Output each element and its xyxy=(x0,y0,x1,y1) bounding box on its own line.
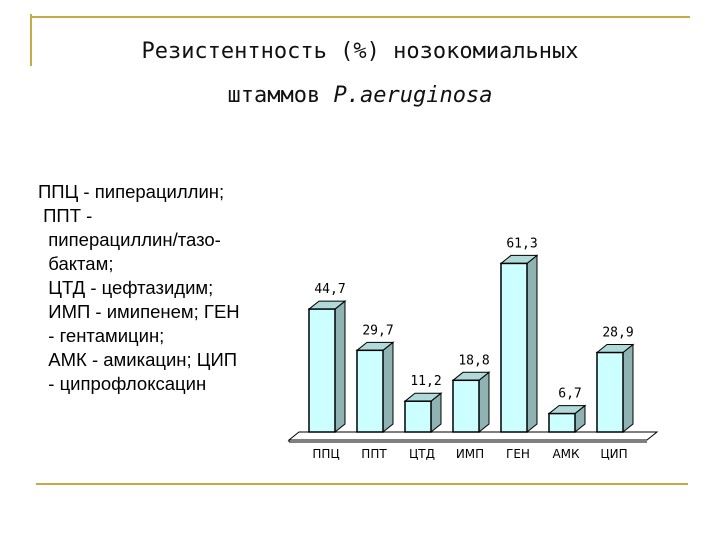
bar xyxy=(356,349,384,433)
legend-line: АМК - амикацин; ЦИП xyxy=(38,349,238,370)
legend-line: ЦТД - цефтазидим; xyxy=(38,277,214,298)
legend-line: ППЦ - пиперациллин; xyxy=(38,181,225,202)
x-tick-label: ЦИП xyxy=(600,447,627,461)
x-tick-label: ППТ xyxy=(361,447,387,461)
bar xyxy=(452,379,480,433)
bar xyxy=(500,262,528,433)
bar xyxy=(596,351,624,433)
x-tick-label: ИМП xyxy=(456,447,484,461)
frame-bottom-rule xyxy=(36,483,688,485)
frame-top-rule xyxy=(30,16,690,18)
legend-line: - ципрофлоксацин xyxy=(38,373,207,394)
x-tick-label: АМК xyxy=(552,447,580,461)
data-label: 11,2 xyxy=(410,374,441,389)
data-label: 61,3 xyxy=(506,236,537,251)
x-tick-label: ППЦ xyxy=(312,447,339,461)
bar-side xyxy=(526,254,538,434)
title-line-2: штаммов P.aeruginosa xyxy=(60,74,660,118)
slide-title: Резистентность (%) нозокомиальных штаммо… xyxy=(60,30,660,118)
abbreviation-legend: ППЦ - пиперациллин; ППТ - пиперациллин/т… xyxy=(38,180,298,396)
bar-side xyxy=(478,371,490,434)
data-label: 44,7 xyxy=(314,282,345,297)
data-label: 18,8 xyxy=(458,353,489,368)
legend-line: бактам; xyxy=(38,253,114,274)
legend-line: ППТ - xyxy=(38,205,93,226)
title-line-2-prefix: штаммов xyxy=(227,83,334,108)
legend-line: ИМП - имипенем; ГЕН xyxy=(38,301,240,322)
title-line-1: Резистентность (%) нозокомиальных xyxy=(141,39,579,64)
bar xyxy=(404,400,432,433)
legend-line: - гентамицин; xyxy=(38,325,165,346)
bar xyxy=(308,308,336,433)
bar-side xyxy=(622,343,634,434)
frame-left-accent xyxy=(30,14,32,66)
x-tick-label: ЦТД xyxy=(409,447,435,461)
bar-side xyxy=(382,341,394,434)
x-tick-label: ГЕН xyxy=(506,447,530,461)
title-organism: P.aeruginosa xyxy=(333,83,493,108)
data-label: 6,7 xyxy=(558,387,581,402)
chart-floor xyxy=(287,431,659,441)
bar-side xyxy=(334,300,346,434)
data-label: 29,7 xyxy=(362,323,393,338)
bar xyxy=(548,412,576,433)
legend-line: пиперациллин/тазо- xyxy=(38,229,221,250)
data-label: 28,9 xyxy=(602,326,633,341)
